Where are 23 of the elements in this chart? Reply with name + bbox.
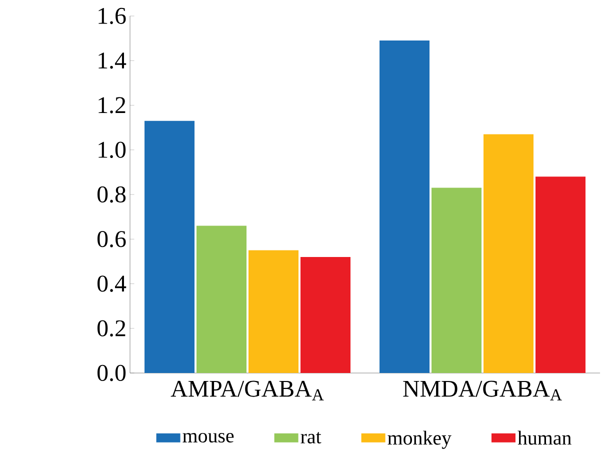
y-tick-label: 0.6 — [98, 231, 126, 248]
x-tick-label: AMPA/GABA$_{A}$ — [170, 380, 324, 400]
bar — [196, 226, 247, 373]
bar — [380, 40, 430, 373]
y-tick-label: 0.4 — [98, 276, 126, 292]
bar — [432, 188, 482, 373]
x-tick-label: NMDA/GABA$_{A}$ — [403, 380, 562, 400]
bar — [535, 176, 586, 373]
y-tick-label: 0.8 — [98, 186, 126, 203]
legend-label: human — [518, 430, 572, 445]
y-tick-label: 0.2 — [98, 320, 126, 336]
bar — [300, 256, 350, 373]
y-tick-label: 1.4 — [98, 52, 126, 69]
bar — [144, 120, 195, 373]
legend-label: mouse — [182, 432, 234, 443]
legend-label: rat — [300, 432, 322, 444]
y-tick-label: 0.0 — [98, 364, 126, 382]
legend-label: monkey — [388, 430, 452, 449]
bar — [484, 134, 534, 373]
y-tick-label: 1.0 — [98, 142, 126, 158]
bar — [248, 250, 298, 373]
y-tick-label: 1.6 — [98, 8, 126, 24]
y-tick-label: 1.2 — [98, 97, 126, 114]
